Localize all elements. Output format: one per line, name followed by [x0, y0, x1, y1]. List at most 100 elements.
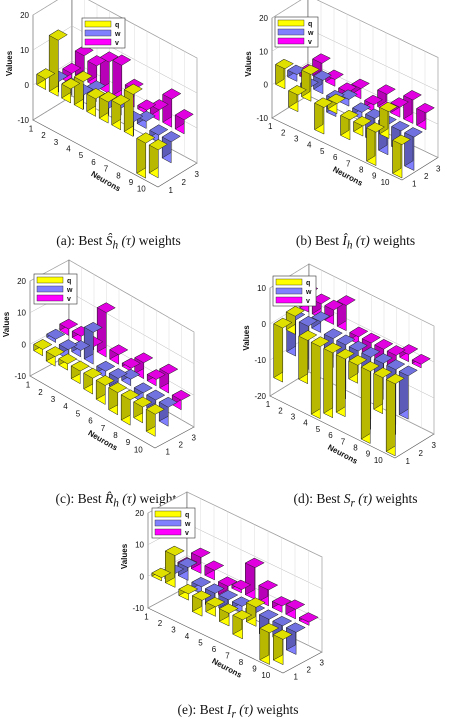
- y-axis-label: Values: [244, 51, 253, 77]
- legend-swatch-q: [277, 19, 305, 27]
- caption-suffix: weights: [256, 702, 299, 717]
- depth-tick-label: 2: [182, 178, 187, 187]
- bar-w-neuron-6: [352, 102, 371, 120]
- value-tick-label: 0: [22, 340, 27, 349]
- bar-top-face: [61, 78, 81, 90]
- caption-suffix: weights: [375, 491, 418, 506]
- legend-swatch-v: [275, 296, 303, 304]
- bar-v-neuron-6: [121, 357, 141, 372]
- bar-q-neuron-3: [61, 78, 81, 104]
- legend-label-v: v: [67, 296, 71, 303]
- bar-top-face: [285, 622, 306, 633]
- bar-top-face: [204, 583, 225, 594]
- bar-v-neuron-9: [399, 344, 419, 363]
- bar-q-neuron-6: [98, 91, 118, 124]
- depth-tick-label: 1: [294, 673, 299, 682]
- neuron-tick-label: 2: [38, 388, 43, 397]
- bar-top-face: [45, 346, 65, 357]
- caption-d: (d): Best Sr (τ) weights: [237, 491, 474, 510]
- legend-label-v: v: [185, 530, 189, 537]
- caption-sub: r: [231, 708, 236, 721]
- bar-top-face: [171, 389, 191, 401]
- bar-q-neuron-2: [164, 545, 185, 588]
- bar-top-face: [361, 347, 381, 358]
- bar-top-face: [285, 599, 306, 610]
- bar-top-face: [348, 355, 368, 366]
- bar-q-neuron-4: [310, 336, 330, 420]
- gridline: [147, 491, 323, 558]
- bar-top-face: [120, 389, 140, 401]
- bar-top-face: [109, 344, 129, 356]
- neuron-tick-label: 2: [158, 619, 163, 628]
- neuron-tick-label: 8: [113, 431, 118, 440]
- bar-top-face: [379, 101, 398, 113]
- value-tick-label: -20: [254, 392, 266, 401]
- legend-label-w: w: [305, 289, 312, 296]
- neuron-tick-label: 9: [372, 172, 377, 181]
- bar-q-neuron-7: [353, 115, 372, 137]
- neuron-tick-label: 6: [328, 431, 333, 440]
- bar-q-neuron-1: [33, 338, 53, 357]
- value-tick-label: 10: [20, 46, 29, 55]
- bar-top-face: [416, 103, 435, 114]
- neuron-tick-label: 8: [353, 444, 358, 453]
- bar-top-face: [161, 131, 181, 143]
- bar-q-neuron-1: [273, 317, 293, 383]
- bar-q-neuron-4: [191, 590, 212, 617]
- bar-top-face: [399, 344, 419, 355]
- neuron-tick-label: 4: [63, 402, 68, 411]
- depth-tick-label: 2: [307, 666, 312, 675]
- caption-arg: (τ): [121, 233, 136, 248]
- legend: qwv: [274, 16, 319, 48]
- legend-swatch-q: [36, 276, 64, 284]
- bar-q-neuron-5: [86, 87, 106, 117]
- bar-v-neuron-8: [146, 369, 166, 387]
- neuron-tick-label: 8: [239, 658, 244, 667]
- bar-top-face: [244, 557, 265, 568]
- bar-v-neuron-10: [298, 612, 319, 626]
- bar-v-neuron-5: [112, 54, 132, 101]
- bar-top-face: [164, 545, 185, 556]
- legend-label-q: q: [185, 512, 189, 519]
- bar-q-neuron-3: [301, 64, 320, 102]
- bar-q-neuron-7: [111, 94, 131, 131]
- bar-top-face: [218, 590, 239, 601]
- bar-v-neuron-1: [59, 318, 79, 336]
- bar-top-face: [310, 336, 330, 347]
- bar-top-face: [121, 357, 141, 369]
- gridline: [32, 25, 198, 94]
- bar-top-face: [33, 339, 53, 350]
- bar-top-face: [272, 629, 293, 640]
- legend-label-q: q: [306, 280, 310, 287]
- bar-q-neuron-3: [178, 583, 199, 601]
- bar-top-face: [73, 70, 93, 82]
- bar-top-face: [324, 299, 344, 311]
- caption-sub: r: [350, 497, 355, 510]
- bar-top-face: [159, 363, 179, 375]
- neuron-tick-label: 5: [316, 425, 321, 434]
- bar-v-neuron-10: [416, 102, 435, 131]
- value-tick-label: -10: [17, 116, 29, 125]
- depth-tick-label: 1: [166, 448, 171, 457]
- depth-tick-label: 3: [432, 441, 437, 450]
- neuron-tick-label: 6: [212, 645, 217, 654]
- bar-top-face: [217, 576, 238, 587]
- bar-top-face: [275, 58, 294, 70]
- bar-top-face: [323, 342, 343, 354]
- bar-top-face: [245, 597, 266, 608]
- bar-q-neuron-3: [298, 330, 318, 385]
- legend-label-w: w: [307, 30, 314, 37]
- legend-label-q: q: [308, 21, 312, 28]
- bar-q-neuron-9: [373, 367, 393, 415]
- value-tick-label: -10: [254, 356, 266, 365]
- depth-tick-label: 3: [195, 170, 200, 179]
- bar-top-face: [386, 345, 406, 356]
- bar-w-neuron-3: [71, 340, 91, 358]
- bar-side-face: [385, 373, 396, 452]
- bars: [36, 29, 194, 179]
- bar-top-face: [351, 78, 370, 89]
- bar-w-neuron-9: [149, 124, 169, 143]
- caption-a: (a): Best Ŝh (τ) weights: [0, 233, 237, 252]
- bars: [275, 53, 435, 179]
- bar-top-face: [205, 597, 226, 608]
